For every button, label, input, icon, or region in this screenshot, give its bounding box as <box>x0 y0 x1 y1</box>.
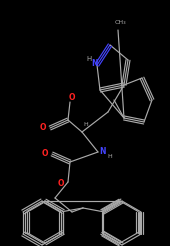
Text: O: O <box>58 180 64 188</box>
Text: H: H <box>86 56 92 62</box>
Text: N: N <box>91 59 97 67</box>
Text: O: O <box>69 92 75 102</box>
Text: H: H <box>108 154 112 158</box>
Text: O: O <box>40 123 46 133</box>
Text: CH₃: CH₃ <box>114 19 126 25</box>
Text: O: O <box>42 149 48 157</box>
Text: H: H <box>84 122 88 126</box>
Text: N: N <box>100 147 106 155</box>
